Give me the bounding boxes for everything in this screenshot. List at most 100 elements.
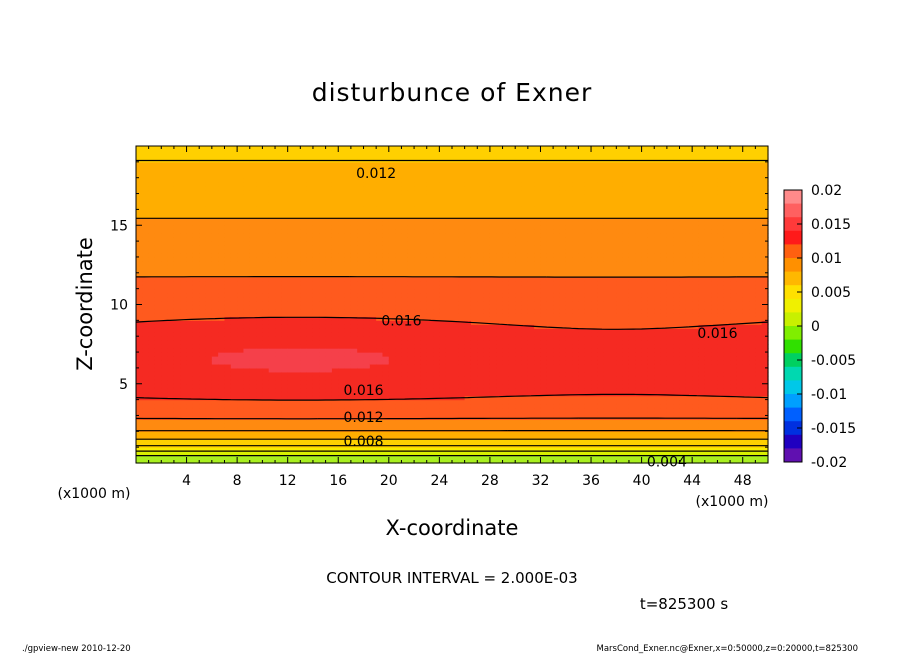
band-cell [407, 276, 415, 282]
band-cell [218, 256, 226, 262]
band-cell [300, 284, 308, 290]
band-cell [426, 336, 434, 341]
band-cell [161, 423, 169, 428]
band-cell [262, 149, 270, 155]
band-cell [508, 201, 516, 207]
band-cell [306, 205, 314, 210]
band-cell [527, 399, 535, 405]
band-cell [407, 209, 415, 214]
band-cell [502, 245, 510, 250]
band-cell [243, 308, 251, 314]
band-cell [154, 371, 162, 377]
band-cell [338, 268, 346, 274]
band-cell [489, 344, 497, 349]
band-cell [243, 197, 251, 203]
band-cell [414, 201, 421, 207]
band-cell [287, 197, 295, 203]
band-cell [369, 276, 377, 282]
band-cell [136, 336, 143, 341]
band-cell [262, 252, 270, 258]
band-cell [363, 356, 371, 361]
band-cell [363, 197, 371, 203]
band-cell [275, 348, 282, 353]
band-cell [148, 205, 156, 210]
band-cell [237, 371, 245, 377]
band-cell [508, 451, 516, 456]
band-cell [154, 205, 162, 210]
band-cell [287, 399, 295, 405]
band-cell [167, 320, 175, 325]
band-cell [376, 213, 384, 218]
band-cell [249, 356, 257, 361]
band-cell [464, 312, 472, 317]
band-cell [205, 201, 213, 207]
band-cell [521, 371, 529, 377]
band-cell [192, 245, 200, 250]
band-cell [230, 233, 238, 238]
band-cell [508, 439, 516, 444]
band-cell [426, 324, 434, 329]
band-cell [508, 411, 516, 417]
band-cell [211, 419, 219, 424]
band-cell [414, 308, 421, 314]
band-cell [325, 320, 333, 325]
band-cell [294, 419, 301, 424]
band-cell [211, 233, 219, 238]
band-cell [205, 419, 213, 424]
band-cell [344, 316, 352, 321]
band-cell [439, 205, 447, 210]
band-cell [445, 241, 453, 246]
band-cell [325, 391, 333, 397]
band-cell [205, 451, 213, 456]
band-cell [275, 316, 282, 321]
band-cell [489, 316, 497, 321]
band-cell [521, 233, 529, 238]
band-cell [420, 300, 428, 306]
band-cell [458, 308, 466, 314]
band-cell [376, 229, 384, 234]
band-cell [452, 268, 459, 274]
band-cell [173, 165, 181, 171]
band-cell [294, 379, 301, 385]
band-cell [281, 165, 289, 171]
band-cell [300, 213, 308, 218]
band-cell [192, 201, 200, 207]
band-cell [496, 375, 504, 381]
band-cell [281, 415, 289, 421]
band-cell [211, 149, 219, 155]
band-cell [256, 328, 263, 333]
band-cell [218, 419, 226, 424]
band-cell [515, 340, 523, 345]
band-cell [395, 304, 403, 310]
band-cell [249, 371, 257, 377]
band-cell [136, 249, 143, 254]
band-cell [275, 403, 282, 409]
band-cell [237, 308, 245, 314]
band-cell [161, 451, 169, 456]
band-cell [186, 288, 194, 294]
band-cell [243, 241, 251, 246]
band-cell [205, 268, 213, 274]
band-cell [224, 336, 232, 341]
band-cell [306, 352, 314, 357]
band-cell [483, 403, 491, 409]
band-cell [401, 328, 409, 333]
band-cell [211, 459, 219, 464]
band-cell [477, 359, 485, 365]
band-cell [154, 328, 162, 333]
band-cell [300, 292, 308, 298]
band-cell [180, 268, 188, 274]
band-cell [192, 407, 200, 413]
band-cell [319, 149, 327, 155]
band-cell [433, 225, 440, 230]
band-cell [211, 209, 219, 214]
band-cell [407, 375, 415, 381]
band-cell [224, 371, 232, 377]
band-cell [369, 288, 377, 294]
band-cell [312, 189, 320, 195]
band-cell [508, 197, 516, 203]
band-cell [142, 213, 150, 218]
band-cell [521, 149, 529, 155]
band-cell [256, 296, 263, 302]
band-cell [470, 403, 478, 409]
